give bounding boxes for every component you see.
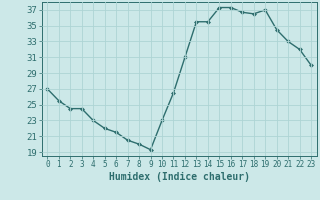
X-axis label: Humidex (Indice chaleur): Humidex (Indice chaleur) <box>109 172 250 182</box>
